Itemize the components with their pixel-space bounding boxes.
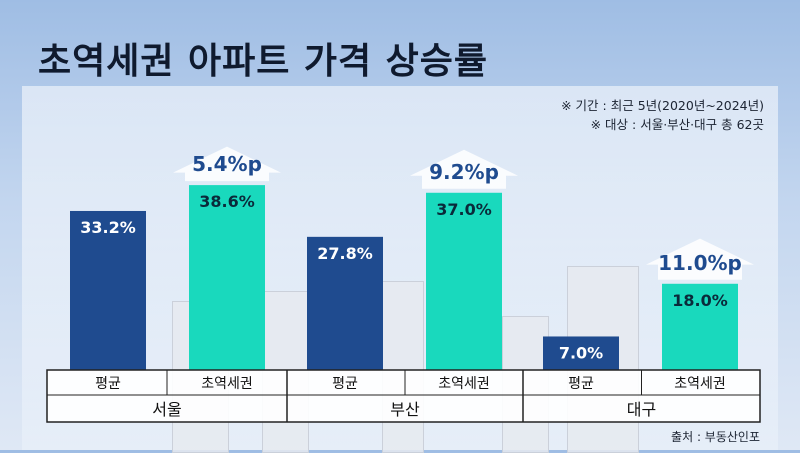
bar-station-label: 18.0% [672, 291, 728, 310]
building-silhouette [382, 281, 424, 453]
difference-label: 11.0%p [658, 251, 742, 275]
chart-title: 초역세권 아파트 가격 상승률 [38, 41, 489, 82]
note-period: ※ 기간 : 최근 5년(2020년~2024년) [561, 98, 764, 113]
tick-label-sub: 평균 [95, 376, 121, 392]
source-note: 출처 : 부동산인포 [671, 430, 760, 444]
difference-label: 5.4%p [192, 152, 262, 176]
difference-label: 9.2%p [429, 160, 499, 184]
note-target: ※ 대상 : 서울·부산·대구 총 62곳 [590, 117, 764, 132]
difference-arrow [646, 238, 754, 280]
chart-notes: ※ 기간 : 최근 5년(2020년~2024년) ※ 대상 : 서울·부산·대… [561, 96, 764, 134]
tick-label-sub: 평균 [332, 376, 358, 392]
bar-station [426, 192, 502, 370]
bar-station [662, 283, 738, 370]
tick-label-group: 서울 [152, 400, 181, 419]
difference-arrow [410, 149, 518, 189]
bar-average-label: 7.0% [559, 343, 603, 362]
bar-station-label: 38.6% [199, 192, 255, 211]
difference-arrow [173, 146, 281, 182]
tick-label-sub: 초역세권 [438, 376, 490, 392]
tick-label-sub: 초역세권 [201, 376, 253, 392]
bar-station [189, 185, 265, 370]
bar-average [307, 236, 383, 370]
tick-label-sub: 초역세권 [674, 376, 726, 392]
bar-average-label: 27.8% [317, 244, 373, 263]
tick-label-sub: 평균 [568, 376, 594, 392]
bar-station-label: 37.0% [436, 200, 492, 219]
bar-average [543, 336, 619, 370]
tick-label-group: 부산 [390, 400, 420, 419]
tick-label-group: 대구 [627, 400, 656, 419]
bar-average [70, 210, 146, 370]
bar-average-label: 33.2% [80, 218, 136, 237]
